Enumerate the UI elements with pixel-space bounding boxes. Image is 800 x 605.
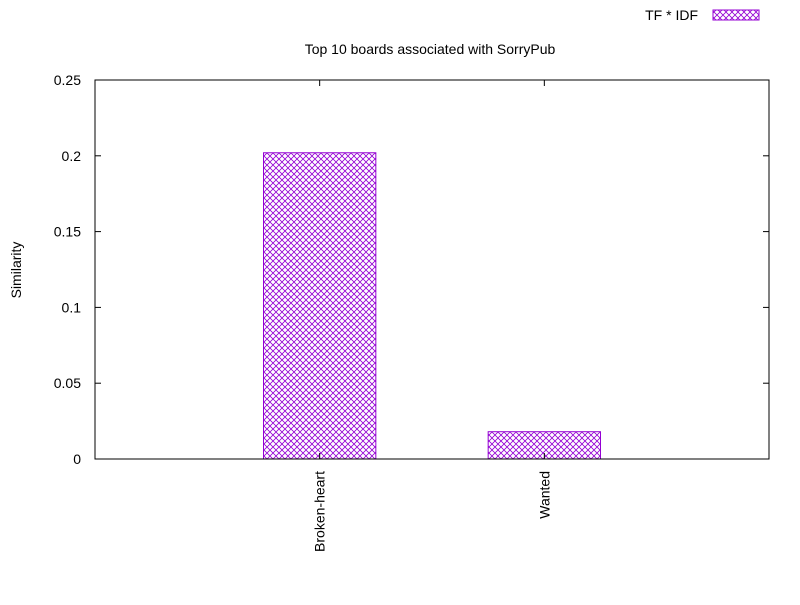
bar-broken-heart	[263, 152, 377, 460]
y-axis-label: Similarity	[8, 242, 24, 299]
x-tick-label: Broken-heart	[312, 471, 328, 552]
y-tick-label: 0.25	[54, 72, 81, 88]
ticks-layer: 0 0.05 0.1 0.15 0.2 0.25 Broken-heart Wanted	[54, 72, 769, 552]
y-tick-label: 0.15	[54, 224, 81, 240]
bars-layer	[263, 152, 601, 460]
y-tick-label: 0.05	[54, 375, 81, 391]
y-tick-label: 0.1	[62, 299, 82, 315]
y-tick-label: 0.2	[62, 148, 82, 164]
plot-frame	[94, 79, 770, 460]
legend-label: TF * IDF	[645, 7, 698, 23]
legend: TF * IDF	[645, 7, 760, 23]
x-tick-label: Wanted	[536, 471, 552, 519]
chart-title: Top 10 boards associated with SorryPub	[305, 41, 556, 57]
y-tick-label: 0	[73, 451, 81, 467]
legend-swatch	[712, 9, 760, 21]
